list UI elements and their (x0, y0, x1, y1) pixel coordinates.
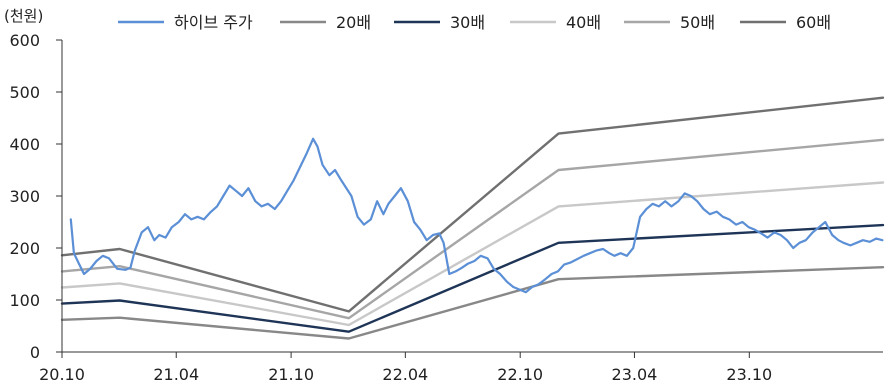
series-line-20배 (60, 266, 885, 340)
legend-label: 50배 (680, 13, 715, 32)
legend-label: 30배 (450, 13, 485, 32)
legend: 하이브 주가 20배 30배 40배 50배 60배 (118, 13, 831, 32)
y-tick-label: 0 (30, 343, 40, 362)
series-line-60배 (60, 96, 885, 313)
series-line-50배 (60, 138, 885, 320)
y-tick-label: 300 (9, 187, 40, 206)
series-layer (60, 96, 885, 340)
series-line-하이브-주가 (69, 137, 884, 294)
y-tick-label: 500 (9, 83, 40, 102)
y-axis-unit-label: (천원) (4, 7, 43, 25)
x-tick-label: 21.04 (153, 365, 199, 382)
legend-label: 40배 (566, 13, 601, 32)
y-tick-label: 600 (9, 31, 40, 50)
legend-label: 20배 (336, 13, 371, 32)
legend-item-50배: 50배 (624, 13, 715, 32)
x-tick-label: 21.10 (268, 365, 314, 382)
y-tick-label: 400 (9, 135, 40, 154)
legend-item-20배: 20배 (280, 13, 371, 32)
legend-label: 60배 (796, 13, 831, 32)
legend-item-30배: 30배 (394, 13, 485, 32)
legend-item-하이브-주가: 하이브 주가 (118, 13, 253, 32)
y-tick-label: 200 (9, 239, 40, 258)
x-tick-label: 22.10 (497, 365, 543, 382)
x-tick-label: 22.04 (382, 365, 428, 382)
x-tick-label: 20.10 (39, 365, 85, 382)
legend-item-60배: 60배 (740, 13, 831, 32)
x-tick-label: 23.04 (612, 365, 658, 382)
y-tick-label: 100 (9, 291, 40, 310)
x-tick-label: 23.10 (726, 365, 772, 382)
legend-label: 하이브 주가 (174, 13, 253, 32)
axes-layer: 0 100 200 300 400 500 600 20.10 21.04 21.10 22.04 2… (9, 31, 883, 382)
series-line-40배 (60, 181, 885, 327)
series-line-30배 (60, 223, 885, 333)
legend-item-40배: 40배 (510, 13, 601, 32)
